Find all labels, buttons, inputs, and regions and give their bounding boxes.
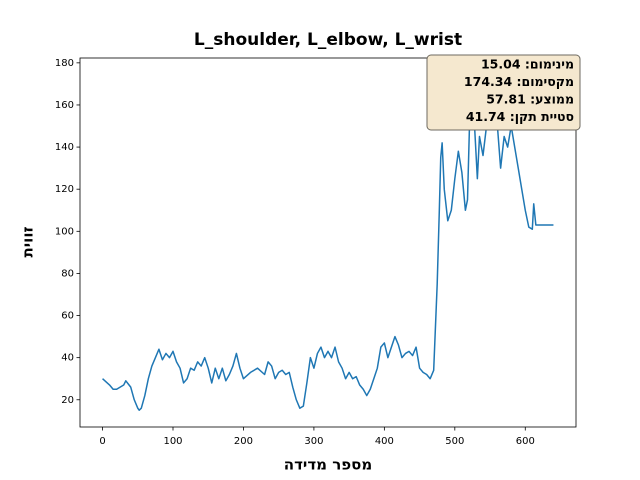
stats-box — [426, 54, 581, 131]
x-tick-label: 0 — [99, 436, 105, 447]
stats-text: ממוצע: 57.81 — [486, 92, 574, 107]
x-axis-label: מספר מדידה — [284, 456, 372, 474]
x-tick-label: 500 — [445, 436, 464, 447]
y-tick-label: 20 — [61, 395, 74, 406]
y-axis-label: זווית — [19, 227, 37, 258]
x-tick-label: 100 — [163, 436, 182, 447]
y-tick-label: 40 — [61, 353, 74, 364]
x-tick-label: 600 — [516, 436, 535, 447]
y-tick-label: 160 — [55, 100, 74, 111]
stats-text: מקסימום: 174.34 — [464, 74, 574, 89]
y-tick-label: 140 — [55, 142, 74, 153]
x-tick-label: 300 — [304, 436, 323, 447]
x-tick-label: 200 — [234, 436, 253, 447]
x-tick-label: 400 — [375, 436, 394, 447]
stats-text: מינימום: 15.04 — [481, 57, 574, 72]
y-tick-label: 120 — [55, 184, 74, 195]
y-tick-label: 100 — [55, 226, 74, 237]
stats-text: סטיית תקן: 41.74 — [466, 109, 574, 124]
plot-frame — [79, 57, 577, 428]
chart-title: L_shoulder, L_elbow, L_wrist — [194, 30, 462, 50]
y-tick-label: 60 — [61, 311, 74, 322]
y-tick-label: 80 — [61, 268, 74, 279]
y-tick-label: 180 — [55, 58, 74, 69]
